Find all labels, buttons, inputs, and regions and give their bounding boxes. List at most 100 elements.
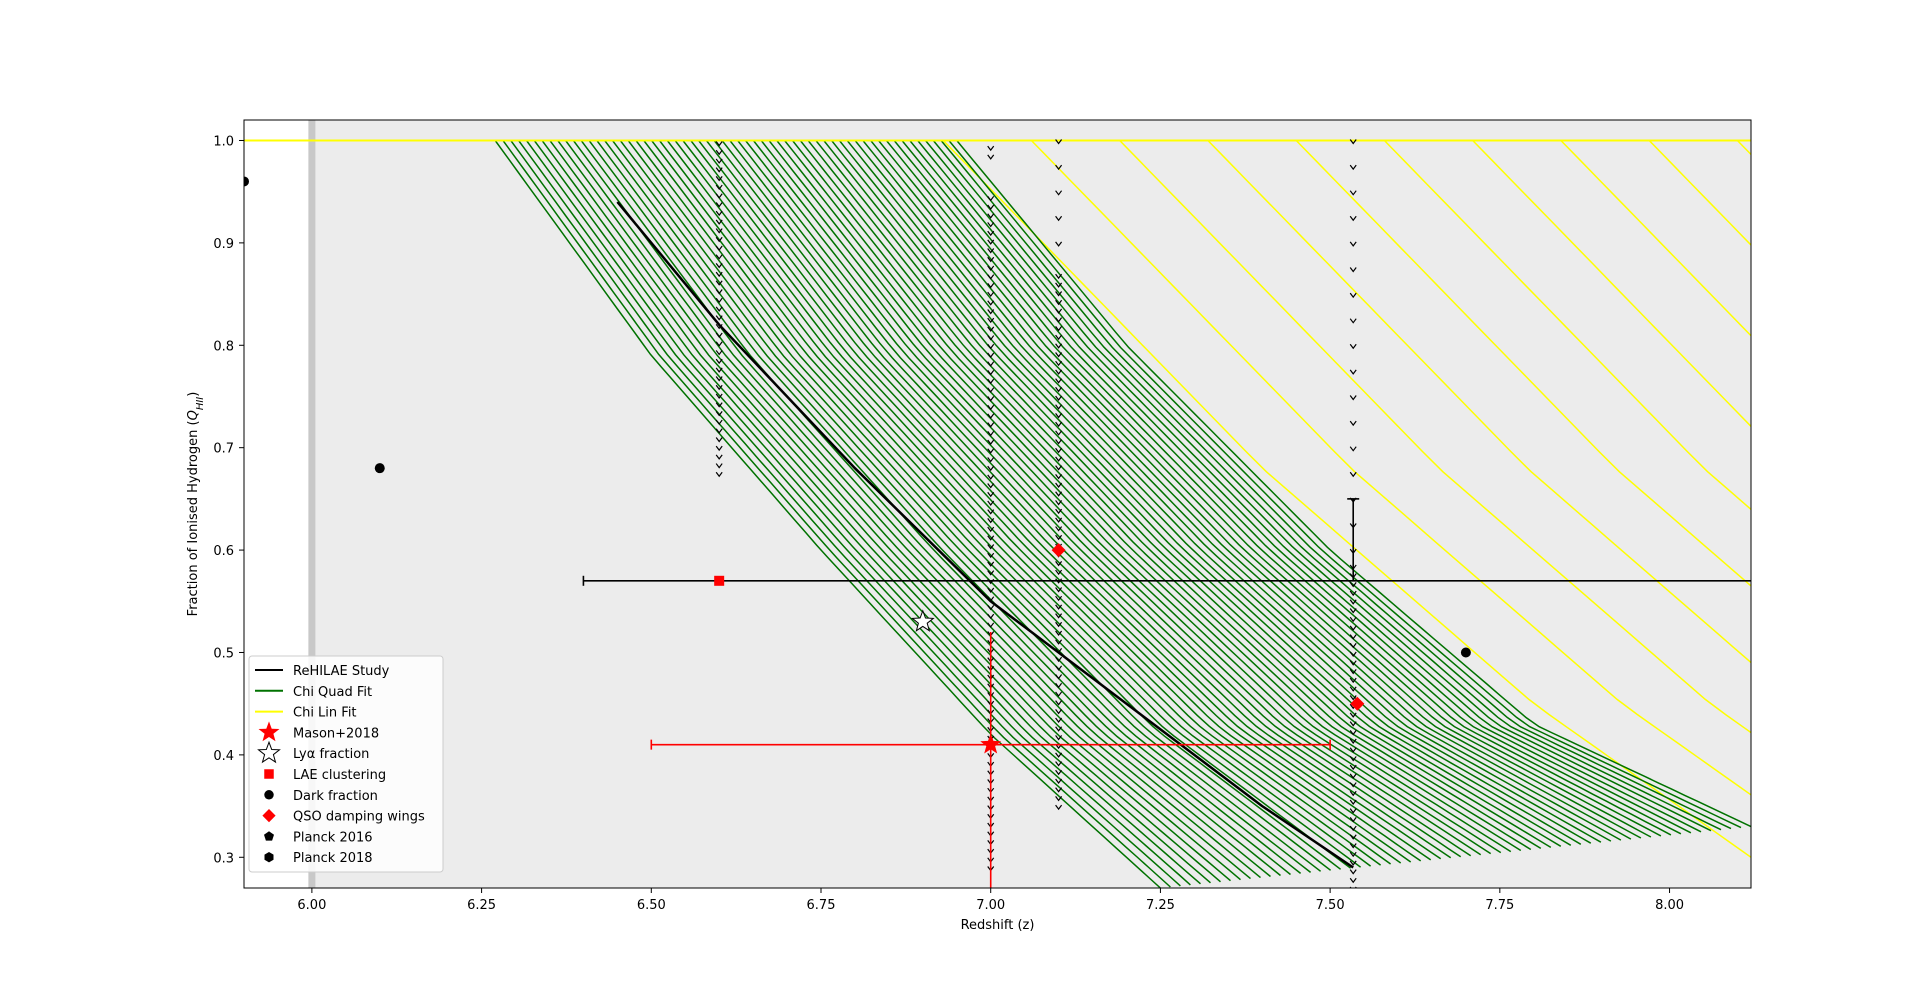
upper-limit-marker (987, 145, 995, 152)
upper-limit-marker (1055, 430, 1063, 436)
upper-limit-marker (1055, 735, 1063, 741)
upper-limit-marker (1055, 595, 1063, 602)
chi-quad-curve (625, 139, 1372, 867)
upper-limit-marker (987, 587, 995, 593)
upper-limit-marker (987, 343, 995, 350)
upper-limit-marker (1055, 413, 1063, 419)
upper-limit-marker (987, 154, 995, 160)
upper-limit-marker (715, 445, 723, 452)
marker-column (1055, 139, 1063, 247)
upper-limit-marker (987, 422, 995, 428)
chi-lin-curve (1819, 141, 1920, 858)
chi-quad-curve (461, 139, 1161, 888)
data-point (374, 463, 385, 474)
upper-limit-marker (1349, 851, 1357, 858)
chi-quad-curve (469, 139, 1171, 888)
legend-entry: Planck 2018 (264, 851, 373, 866)
upper-limit-marker (987, 439, 995, 446)
legend-label: ReHILAE Study (293, 664, 390, 679)
upper-limit-marker (987, 430, 995, 437)
upper-limit-marker (715, 384, 723, 391)
chi-quad-curve (695, 139, 1462, 858)
y-tick-label: 1.0 (213, 134, 234, 149)
upper-limit-marker (1055, 334, 1063, 341)
legend-marker (264, 852, 274, 863)
upper-limit-marker (987, 239, 995, 245)
lae-clustering-points (714, 575, 725, 586)
upper-limit-marker (1055, 404, 1063, 410)
upper-limit-marker (987, 448, 995, 454)
chi-quad-curve (578, 139, 1312, 873)
chi-lin-curve (244, 139, 1751, 587)
upper-limit-marker (715, 332, 723, 339)
upper-limit-marker (1055, 378, 1063, 384)
shaded-region (311, 120, 1751, 888)
upper-limit-marker (1349, 808, 1357, 814)
upper-limit-marker (987, 352, 995, 358)
x-tick-label: 7.50 (1316, 898, 1345, 913)
upper-limit-marker (1055, 282, 1063, 288)
legend-label: Lyα fraction (293, 747, 369, 762)
y-tick-label: 0.6 (213, 544, 234, 559)
upper-limit-marker (987, 222, 995, 228)
upper-limit-marker (715, 245, 723, 251)
dark-fraction-points (244, 176, 1471, 658)
chi-quad-curve (664, 139, 1422, 862)
upper-limit-marker (1349, 721, 1357, 727)
upper-limit-marker (987, 309, 995, 315)
upper-limit-marker (1055, 491, 1063, 497)
chi-quad-curve (602, 139, 1342, 870)
chi-quad-curve (523, 139, 1241, 881)
upper-limit-marker (715, 323, 723, 330)
legend-marker (258, 721, 280, 742)
upper-limit-marker (715, 210, 723, 217)
upper-limit-marker (987, 465, 995, 472)
upper-limit-marker (1055, 717, 1063, 724)
upper-limit-marker (1055, 369, 1063, 375)
upper-limit-marker (1055, 621, 1063, 628)
x-tick-label: 6.50 (637, 898, 666, 913)
upper-limit-marker (715, 454, 723, 460)
upper-limit-marker (1349, 660, 1357, 666)
upper-limit-marker (1349, 773, 1357, 779)
upper-limit-marker (1055, 726, 1063, 732)
upper-limit-marker (987, 378, 995, 385)
chi-quad-curve (742, 139, 1522, 852)
upper-limit-marker (1055, 517, 1063, 523)
chi-quad-band (461, 139, 1751, 888)
x-tick-label: 8.00 (1655, 898, 1684, 913)
chi-lin-curve (244, 139, 1751, 858)
upper-limit-marker (987, 204, 995, 211)
upper-limit-marker (1349, 817, 1357, 823)
legend-marker (262, 809, 276, 823)
upper-limit-marker (1055, 386, 1063, 393)
upper-limit-marker (1055, 708, 1063, 715)
upper-limit-marker (1349, 267, 1357, 273)
upper-limit-marker (715, 410, 723, 417)
y-tick-label: 0.5 (213, 646, 234, 661)
chi-quad-curve (672, 139, 1432, 861)
upper-limit-marker (987, 535, 995, 541)
upper-limit-marker (715, 402, 723, 408)
chi-quad-curve (844, 139, 1652, 838)
legend-entry: Planck 2016 (264, 830, 373, 845)
x-tick-label: 6.00 (297, 898, 326, 913)
upper-limit-marker (715, 471, 723, 478)
data-point (911, 609, 935, 632)
upper-limit-marker (987, 274, 995, 280)
chi-quad-curve (555, 139, 1281, 877)
upper-limit-marker (987, 282, 995, 289)
legend-marker (257, 740, 281, 764)
upper-limit-marker (1349, 292, 1357, 299)
upper-limit-marker (1349, 677, 1357, 684)
chi-quad-curve (562, 139, 1291, 876)
upper-limit-marker (1349, 877, 1357, 884)
upper-limit-marker (987, 483, 995, 489)
upper-limit-marker (715, 219, 723, 225)
upper-limit-marker (1349, 318, 1357, 324)
y-axis: 0.3 0.4 0.5 0.6 0.7 0.8 0.9 1.0 (213, 134, 244, 866)
upper-limit-marker (715, 263, 723, 269)
chi-quad-curve (476, 139, 1181, 887)
upper-limit-marker (1055, 299, 1063, 306)
